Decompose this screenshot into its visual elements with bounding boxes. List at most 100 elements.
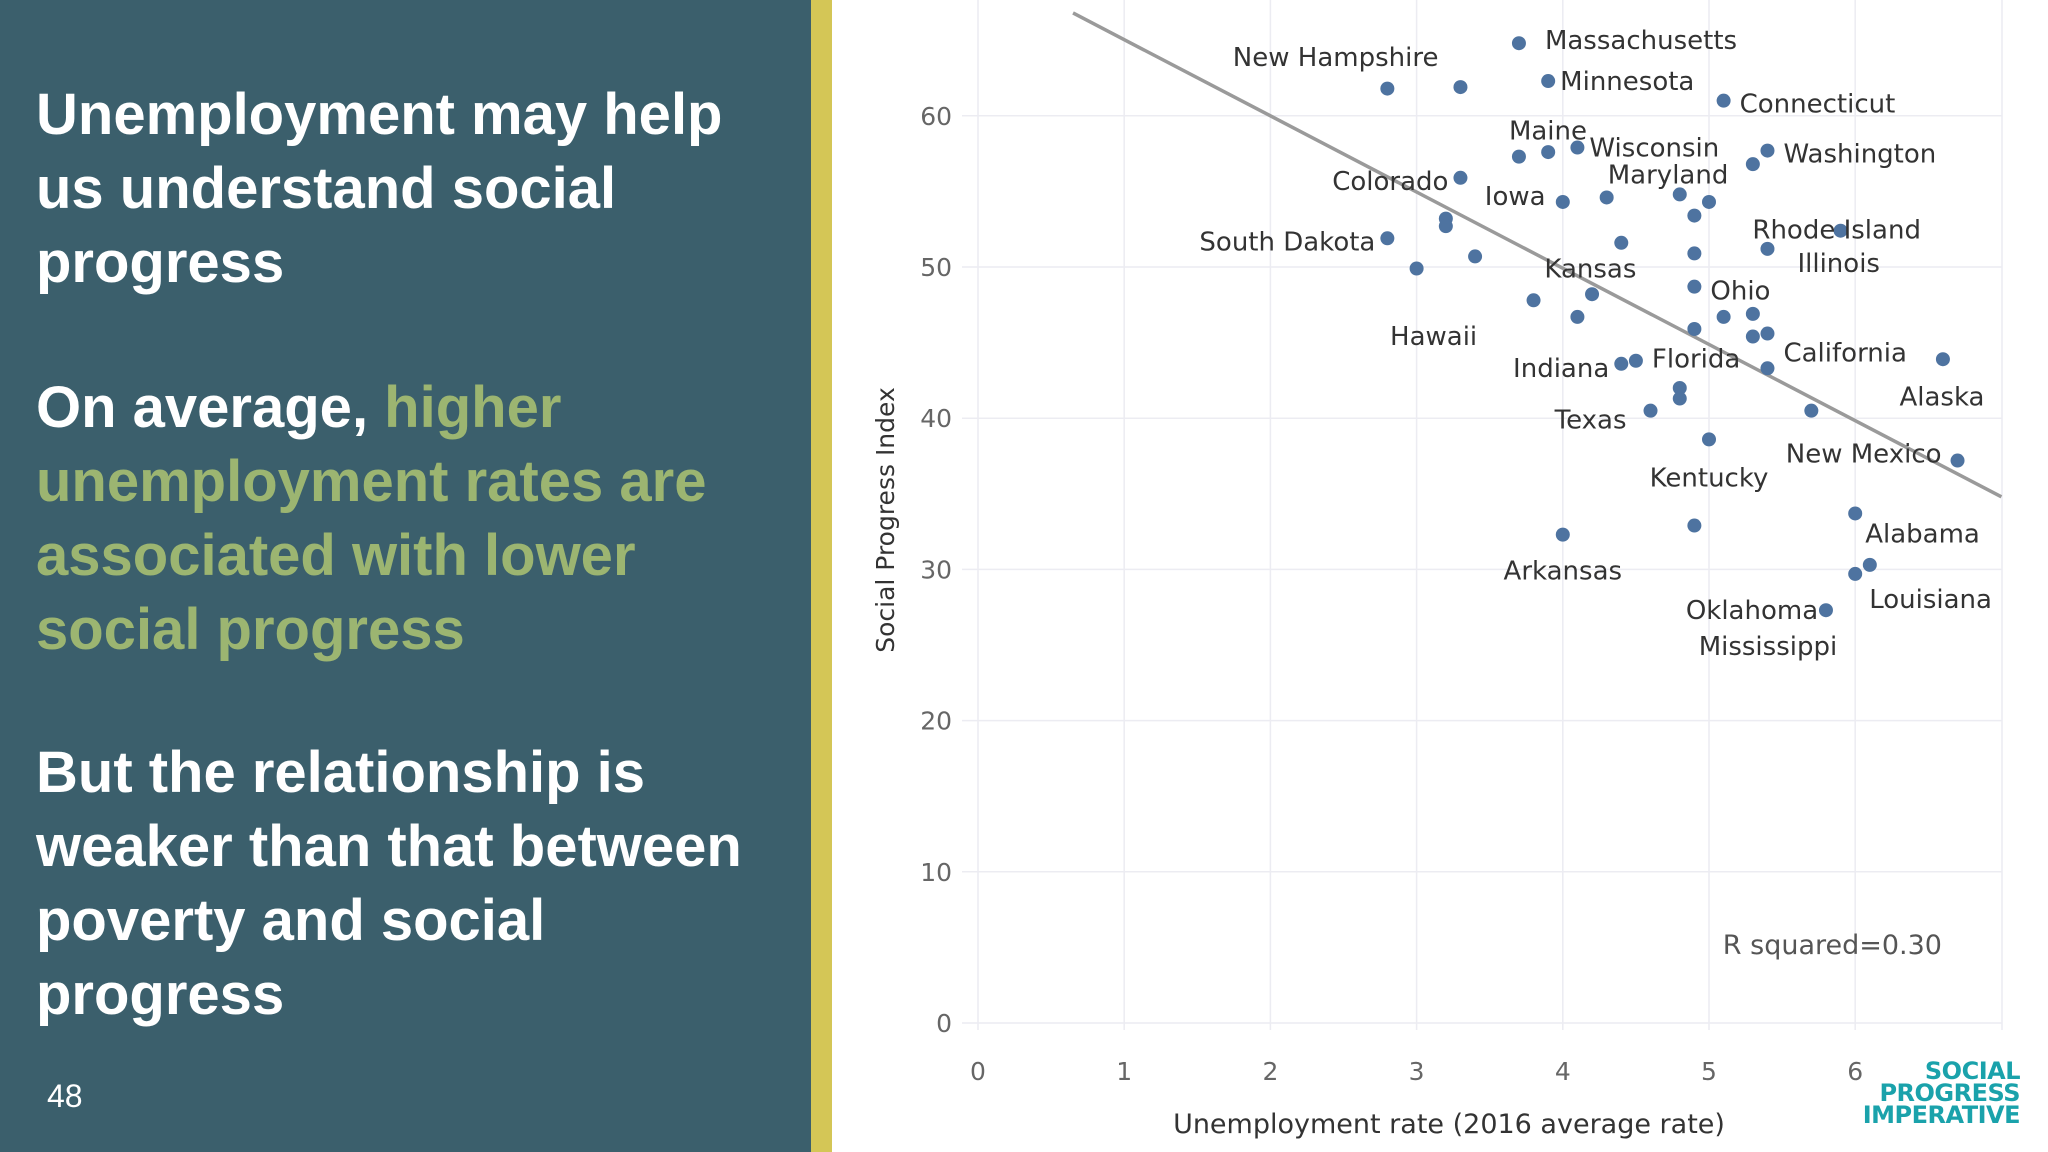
data-point-26 (1585, 287, 1600, 302)
point-label-louisiana: Louisiana (1869, 585, 1992, 615)
data-points (1380, 36, 1965, 618)
point-label-iowa: Iowa (1485, 182, 1546, 212)
point-label-new-mexico: New Mexico (1786, 440, 1942, 470)
x-tick-label-5: 5 (1701, 1057, 1717, 1086)
point-label-alaska: Alaska (1899, 382, 1984, 412)
data-point-5 (1511, 149, 1526, 164)
data-point-38 (1672, 380, 1687, 395)
data-point-44 (1848, 506, 1863, 521)
logo-line-3: IMPERATIVE (1862, 1101, 2021, 1129)
point-label-texas: Texas (1554, 406, 1627, 436)
slide-number: 48 (47, 1078, 83, 1114)
data-point-10 (1453, 170, 1468, 185)
point-label-washington: Washington (1783, 140, 1936, 170)
data-point-6 (1541, 145, 1556, 160)
point-label-florida: Florida (1652, 345, 1740, 375)
data-point-27 (1526, 293, 1541, 308)
point-label-new-hampshire: New Hampshire (1233, 43, 1439, 73)
x-tick-label-6: 6 (1847, 1057, 1863, 1086)
data-point-34 (1935, 352, 1950, 367)
data-point-46 (1555, 527, 1570, 542)
data-point-29 (1570, 309, 1585, 324)
point-label-connecticut: Connecticut (1740, 90, 1896, 120)
data-point-41 (1804, 403, 1819, 418)
data-point-1 (1453, 80, 1468, 95)
data-point-43 (1950, 453, 1965, 468)
point-label-south-dakota: South Dakota (1199, 227, 1375, 257)
data-point-4 (1716, 93, 1731, 108)
point-label-maine: Maine (1509, 117, 1587, 147)
logo-line-1: SOCIAL (1924, 1057, 2021, 1085)
data-point-33 (1760, 326, 1775, 341)
data-point-3 (1541, 74, 1556, 89)
heading-average-prefix: On average, (36, 375, 385, 440)
data-point-11 (1555, 194, 1570, 209)
data-point-47 (1862, 557, 1877, 572)
data-point-13 (1672, 187, 1687, 202)
heading-average-association: On average, higher unemployment rates ar… (36, 371, 796, 667)
data-point-45 (1687, 518, 1702, 533)
data-point-2 (1511, 36, 1526, 51)
point-label-ohio: Ohio (1710, 277, 1770, 307)
heading-unemployment-social-progress: Unemployment may help us understand soci… (36, 82, 723, 295)
point-label-hawaii: Hawaii (1390, 322, 1477, 352)
y-tick-label-0: 0 (936, 1009, 952, 1038)
data-point-12 (1599, 190, 1614, 205)
data-point-20 (1614, 235, 1629, 250)
data-point-17 (1438, 219, 1453, 234)
point-label-california: California (1783, 339, 1906, 369)
r-squared-annotation: R squared=0.30 (1723, 930, 1942, 961)
point-label-rhode-island: Rhode Island (1752, 216, 1921, 246)
data-point-7 (1570, 140, 1585, 155)
left-text-panel: Unemployment may help us understand soci… (0, 0, 811, 1152)
data-point-35 (1628, 353, 1643, 368)
data-point-39 (1672, 391, 1687, 406)
data-point-15 (1687, 208, 1702, 223)
accent-bar (811, 0, 832, 1152)
point-label-mississippi: Mississippi (1699, 632, 1838, 662)
data-point-18 (1380, 231, 1395, 246)
x-axis-label: Unemployment rate (2016 average rate) (1173, 1109, 1725, 1140)
x-tick-label-2: 2 (1262, 1057, 1278, 1086)
axis-ticks: 0 10 20 30 40 50 60 0 1 2 3 4 5 6 (920, 102, 1863, 1086)
point-label-arkansas: Arkansas (1504, 557, 1623, 587)
scatter-chart: New Hampshire Massachusetts Minnesota Conne… (871, 0, 2003, 1140)
point-label-alabama: Alabama (1865, 519, 1980, 549)
point-label-colorado: Colorado (1332, 167, 1448, 197)
data-point-8 (1760, 143, 1775, 158)
data-point-40 (1643, 403, 1658, 418)
x-tick-label-4: 4 (1555, 1057, 1571, 1086)
heading-weaker-relationship: But the relationship is weaker than that… (36, 740, 742, 1027)
data-point-0 (1380, 81, 1395, 96)
data-point-30 (1716, 309, 1731, 324)
point-labels: New Hampshire Massachusetts Minnesota Conne… (1199, 26, 1992, 662)
point-label-kentucky: Kentucky (1650, 463, 1769, 493)
x-tick-label-0: 0 (970, 1057, 986, 1086)
data-point-37 (1760, 361, 1775, 376)
point-label-illinois: Illinois (1797, 249, 1880, 279)
y-tick-label-30: 30 (920, 555, 952, 584)
logo-line-2: PROGRESS (1879, 1079, 2020, 1107)
x-tick-label-3: 3 (1409, 1057, 1425, 1086)
x-tick-label-1: 1 (1116, 1057, 1132, 1086)
y-tick-label-50: 50 (920, 253, 952, 282)
data-point-21 (1760, 241, 1775, 256)
data-point-48 (1848, 566, 1863, 581)
data-point-36 (1614, 356, 1629, 371)
point-label-wisconsin: Wisconsin (1589, 134, 1719, 164)
data-point-23 (1687, 246, 1702, 261)
grid-lines (962, 0, 2003, 1030)
point-label-indiana: Indiana (1513, 354, 1609, 384)
point-label-maryland: Maryland (1608, 160, 1729, 190)
data-point-42 (1702, 432, 1716, 447)
y-axis-label: Social Progress Index (871, 387, 900, 653)
data-point-25 (1687, 279, 1702, 294)
data-point-22 (1468, 249, 1483, 264)
y-tick-label-20: 20 (920, 707, 952, 736)
point-label-minnesota: Minnesota (1560, 67, 1694, 97)
trend-line-group (1072, 11, 2003, 499)
point-label-kansas: Kansas (1544, 254, 1636, 284)
data-point-49 (1818, 603, 1833, 618)
point-label-oklahoma: Oklahoma (1686, 596, 1818, 626)
trend-line (1072, 11, 2003, 499)
